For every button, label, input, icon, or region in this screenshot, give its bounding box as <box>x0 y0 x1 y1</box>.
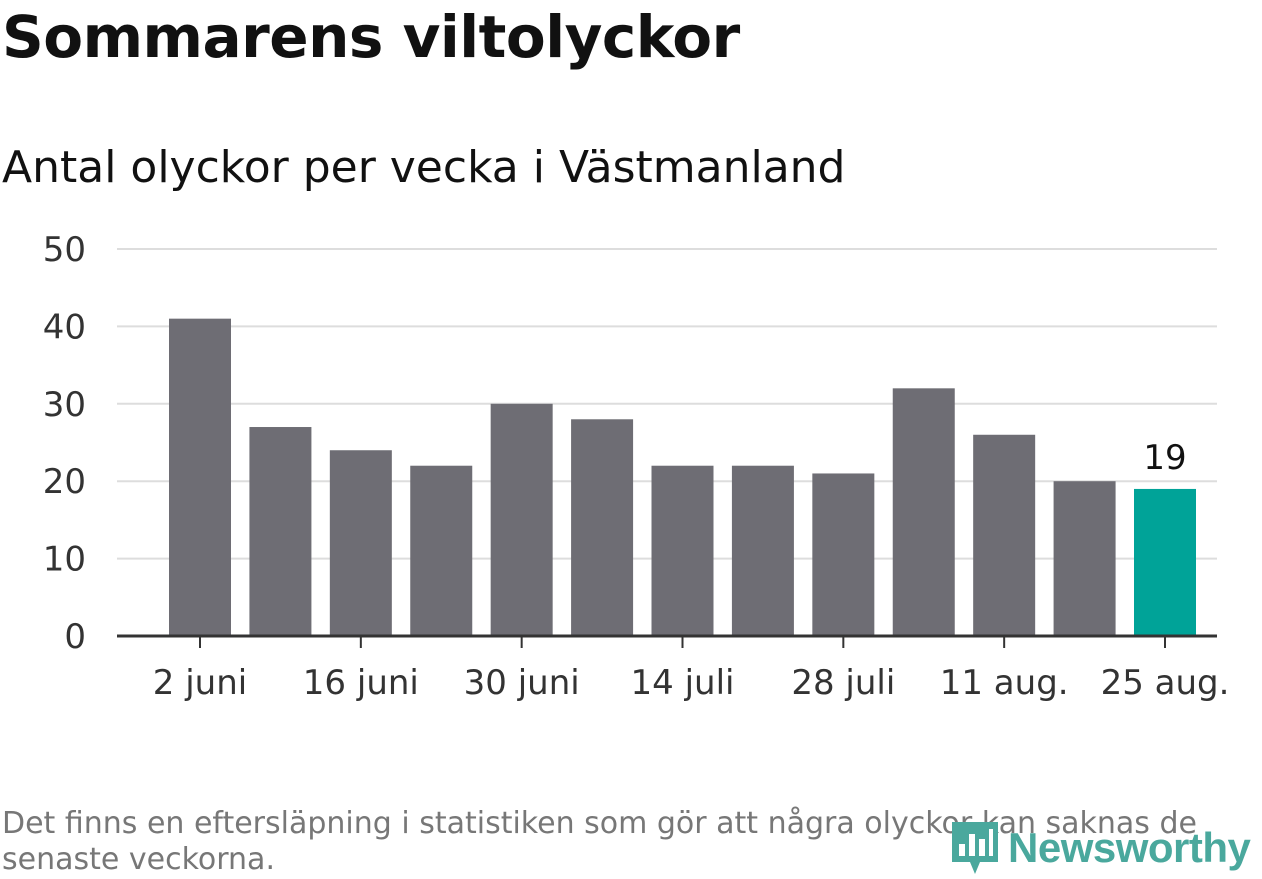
x-tick-label: 30 juni <box>464 663 580 703</box>
chart-title: Sommarens viltolyckor <box>2 3 740 71</box>
x-tick-label: 28 juli <box>791 663 895 703</box>
newsworthy-logo: Newsworthy <box>950 818 1251 878</box>
bar <box>490 403 553 636</box>
bar <box>812 473 875 636</box>
bar-value-label: 19 <box>1143 438 1186 478</box>
bar <box>892 388 955 636</box>
bar-chart: 0 10 20 30 40 50 19 2 juni 16 juni 30 juni 14 juli… <box>43 230 1230 703</box>
bar <box>731 465 794 636</box>
chart-subtitle: Antal olyckor per vecka i Västmanland <box>2 142 846 193</box>
y-tick-label: 50 <box>43 230 86 270</box>
bar <box>169 318 231 636</box>
y-tick-label: 40 <box>43 307 86 347</box>
y-tick-label: 10 <box>43 540 86 580</box>
y-tick-label: 20 <box>43 462 86 502</box>
x-tick-label: 11 aug. <box>940 663 1069 703</box>
bar <box>249 427 312 636</box>
x-tick-label: 2 juni <box>153 663 247 703</box>
bar <box>1134 488 1196 636</box>
bar <box>410 465 473 636</box>
y-tick-label: 0 <box>64 617 86 657</box>
bar <box>1053 481 1116 636</box>
x-tick-label: 25 aug. <box>1101 663 1230 703</box>
newsworthy-logo-icon <box>952 822 998 874</box>
y-tick-label: 30 <box>43 385 86 425</box>
newsworthy-logo-text: Newsworthy <box>1008 824 1251 871</box>
bar <box>651 465 714 636</box>
x-tick-label: 14 juli <box>631 663 735 703</box>
bar <box>973 434 1036 636</box>
x-tick-label: 16 juni <box>303 663 419 703</box>
bar <box>329 450 392 636</box>
bar <box>571 419 634 636</box>
